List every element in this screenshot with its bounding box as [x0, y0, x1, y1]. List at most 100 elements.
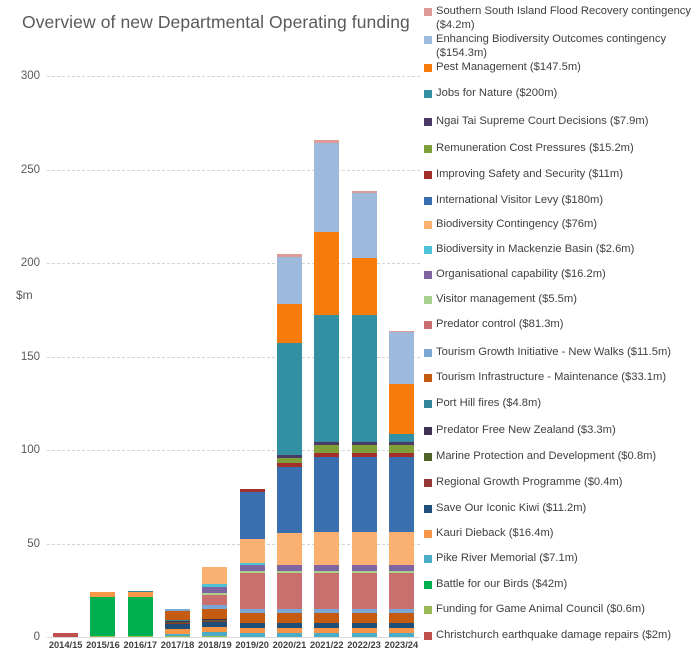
bar-segment[interactable] — [351, 573, 377, 609]
bar-2014-15[interactable] — [53, 633, 79, 637]
bar-segment[interactable] — [351, 192, 377, 259]
bar-segment[interactable] — [90, 636, 116, 637]
legend-item[interactable]: Organisational capability ($16.2m) — [424, 268, 691, 282]
bar-segment[interactable] — [351, 314, 377, 442]
bar-2015-16[interactable] — [90, 591, 116, 637]
bar-segment[interactable] — [165, 619, 191, 621]
bar-segment[interactable] — [276, 254, 302, 257]
bar-segment[interactable] — [388, 434, 414, 442]
bar-segment[interactable] — [202, 619, 228, 621]
bar-segment[interactable] — [388, 441, 414, 446]
bar-segment[interactable] — [239, 612, 265, 624]
legend-item[interactable]: Biodiversity in Mackenzie Basin ($2.6m) — [424, 243, 691, 257]
legend-item[interactable]: Biodiversity Contingency ($76m) — [424, 218, 691, 232]
legend-item[interactable]: International Visitor Levy ($180m) — [424, 194, 691, 208]
bar-segment[interactable] — [127, 590, 153, 592]
bar-segment[interactable] — [165, 628, 191, 634]
legend-item[interactable]: Port Hill fires ($4.8m) — [424, 397, 691, 411]
legend-item[interactable]: Funding for Game Animal Council ($0.6m) — [424, 603, 691, 617]
bar-segment[interactable] — [351, 441, 377, 446]
bar-segment[interactable] — [351, 258, 377, 315]
bar-segment[interactable] — [314, 445, 340, 453]
bar-segment[interactable] — [202, 584, 228, 587]
bar-2019-20[interactable] — [239, 489, 265, 637]
bar-segment[interactable] — [388, 331, 414, 333]
bar-segment[interactable] — [276, 462, 302, 468]
bar-segment[interactable] — [202, 627, 228, 633]
bar-segment[interactable] — [351, 571, 377, 574]
bar-segment[interactable] — [239, 633, 265, 637]
bar-segment[interactable] — [276, 633, 302, 637]
bar-segment[interactable] — [239, 571, 265, 574]
legend-item[interactable]: Southern South Island Flood Recovery con… — [424, 5, 691, 32]
bar-segment[interactable] — [276, 612, 302, 624]
bar-segment[interactable] — [239, 489, 265, 492]
bar-segment[interactable] — [388, 633, 414, 637]
legend-item[interactable]: Predator control ($81.3m) — [424, 318, 691, 332]
bar-2023-24[interactable] — [388, 331, 414, 637]
legend-item[interactable]: Tourism Growth Initiative - New Walks ($… — [424, 346, 691, 360]
bar-segment[interactable] — [314, 142, 340, 233]
bar-segment[interactable] — [276, 565, 302, 572]
bar-segment[interactable] — [351, 191, 377, 193]
bar-segment[interactable] — [127, 636, 153, 637]
bar-segment[interactable] — [127, 591, 153, 597]
bar-segment[interactable] — [351, 565, 377, 572]
bar-segment[interactable] — [165, 621, 191, 623]
bar-segment[interactable] — [276, 628, 302, 634]
legend-item[interactable]: Regional Growth Programme ($0.4m) — [424, 476, 691, 490]
bar-segment[interactable] — [90, 596, 116, 636]
bar-2018-19[interactable] — [202, 566, 228, 637]
bar-segment[interactable] — [165, 633, 191, 636]
bar-segment[interactable] — [202, 621, 228, 623]
bar-segment[interactable] — [351, 628, 377, 634]
bar-segment[interactable] — [314, 571, 340, 574]
bar-segment[interactable] — [351, 456, 377, 532]
bar-segment[interactable] — [351, 445, 377, 453]
bar-segment[interactable] — [239, 623, 265, 629]
legend-item[interactable]: Remuneration Cost Pressures ($15.2m) — [424, 142, 691, 156]
bar-segment[interactable] — [314, 456, 340, 532]
legend-item[interactable]: Christchurch earthquake damage repairs (… — [424, 629, 691, 643]
bar-segment[interactable] — [276, 342, 302, 455]
bar-segment[interactable] — [351, 623, 377, 629]
bar-2021-22[interactable] — [314, 139, 340, 637]
bar-segment[interactable] — [388, 612, 414, 624]
bar-segment[interactable] — [388, 452, 414, 457]
bar-segment[interactable] — [202, 566, 228, 585]
legend-item[interactable]: Pest Management ($147.5m) — [424, 61, 691, 75]
bar-segment[interactable] — [351, 633, 377, 637]
bar-2022-23[interactable] — [351, 191, 377, 637]
bar-segment[interactable] — [314, 441, 340, 446]
bar-segment[interactable] — [239, 573, 265, 609]
legend-item[interactable]: Save Our Iconic Kiwi ($11.2m) — [424, 502, 691, 516]
bar-segment[interactable] — [314, 531, 340, 566]
bar-segment[interactable] — [388, 445, 414, 453]
legend-item[interactable]: Enhancing Biodiversity Outcomes continge… — [424, 33, 691, 60]
bar-segment[interactable] — [239, 491, 265, 539]
bar-segment[interactable] — [202, 586, 228, 593]
bar-segment[interactable] — [90, 591, 116, 597]
legend-item[interactable]: Visitor management ($5.5m) — [424, 293, 691, 307]
bar-segment[interactable] — [165, 622, 191, 624]
bar-segment[interactable] — [314, 452, 340, 457]
bar-segment[interactable] — [202, 636, 228, 637]
bar-segment[interactable] — [276, 623, 302, 629]
bar-segment[interactable] — [388, 383, 414, 435]
bar-segment[interactable] — [239, 538, 265, 564]
legend-item[interactable]: Kauri Dieback ($16.4m) — [424, 527, 691, 541]
bar-segment[interactable] — [239, 608, 265, 613]
legend-item[interactable]: Pike River Memorial ($7.1m) — [424, 552, 691, 566]
bar-segment[interactable] — [165, 611, 191, 620]
bar-segment[interactable] — [388, 332, 414, 384]
bar-segment[interactable] — [127, 596, 153, 636]
bar-segment[interactable] — [202, 632, 228, 636]
bar-segment[interactable] — [276, 573, 302, 609]
bar-segment[interactable] — [351, 452, 377, 457]
bar-segment[interactable] — [239, 563, 265, 566]
bar-segment[interactable] — [276, 532, 302, 566]
bar-segment[interactable] — [314, 612, 340, 624]
bar-segment[interactable] — [314, 565, 340, 572]
legend-item[interactable]: Improving Safety and Security ($11m) — [424, 168, 691, 182]
bar-segment[interactable] — [276, 454, 302, 458]
